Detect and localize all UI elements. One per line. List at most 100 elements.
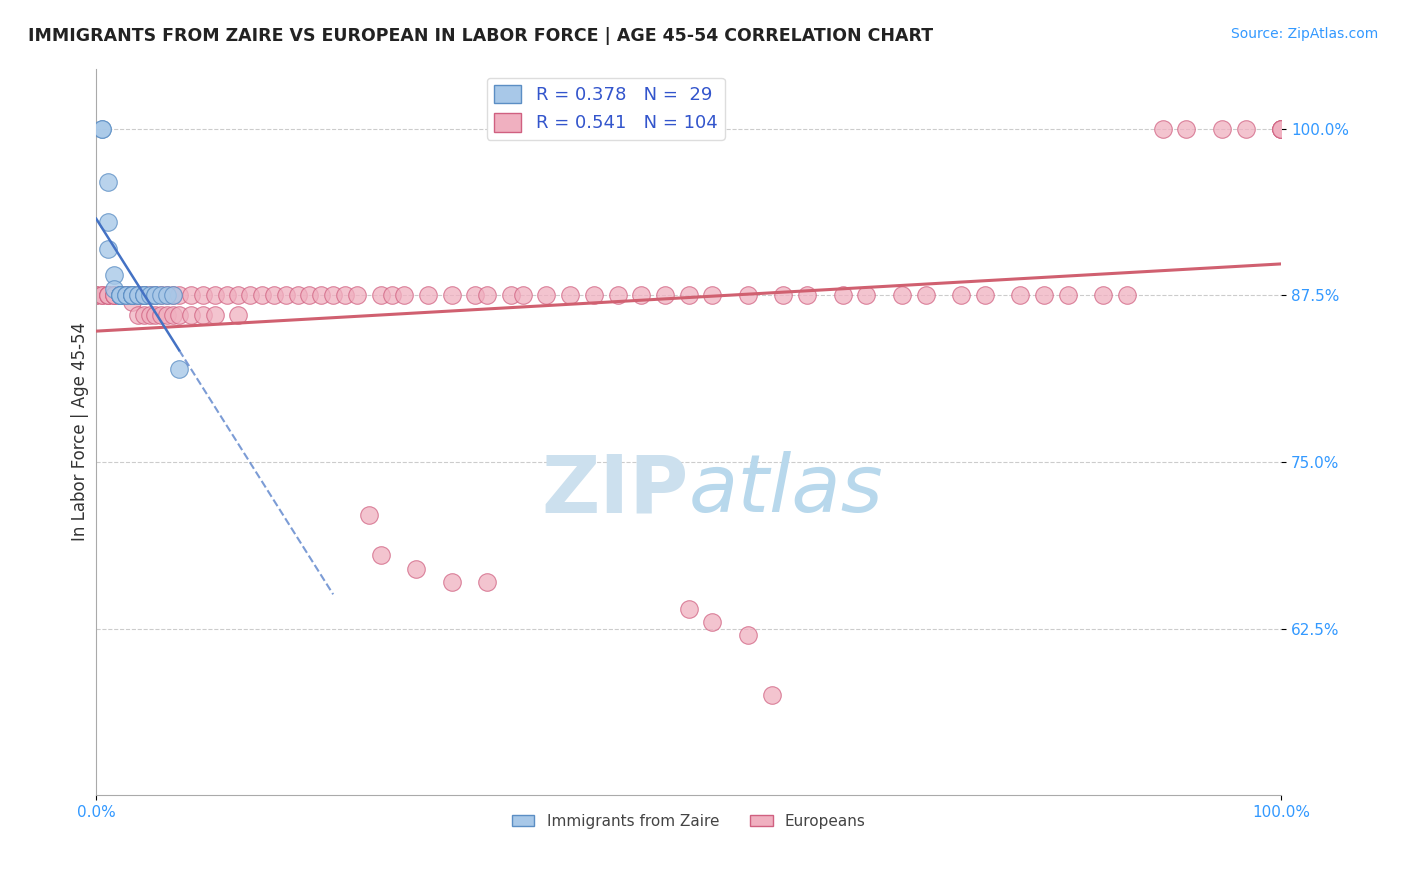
Point — [145, 308, 167, 322]
Point — [228, 288, 250, 302]
Point — [138, 288, 160, 302]
Point — [702, 615, 724, 629]
Point — [346, 288, 368, 302]
Point — [132, 288, 155, 302]
Point — [370, 549, 392, 563]
Point — [1270, 121, 1292, 136]
Point — [162, 308, 184, 322]
Point — [145, 288, 167, 302]
Point — [536, 288, 558, 302]
Point — [1152, 121, 1174, 136]
Point — [97, 288, 120, 302]
Point — [737, 628, 759, 642]
Point — [381, 288, 404, 302]
Point — [322, 288, 344, 302]
Point — [287, 288, 309, 302]
Point — [1175, 121, 1198, 136]
Point — [121, 288, 143, 302]
Point — [127, 288, 149, 302]
Legend: Immigrants from Zaire, Europeans: Immigrants from Zaire, Europeans — [505, 808, 872, 835]
Point — [855, 288, 877, 302]
Point — [263, 288, 285, 302]
Point — [138, 308, 160, 322]
Point — [97, 288, 120, 302]
Point — [973, 288, 995, 302]
Point — [156, 288, 179, 302]
Point — [103, 268, 125, 283]
Point — [91, 121, 114, 136]
Point — [180, 288, 202, 302]
Point — [167, 288, 190, 302]
Point — [121, 288, 143, 302]
Y-axis label: In Labor Force | Age 45-54: In Labor Force | Age 45-54 — [72, 322, 89, 541]
Point — [150, 288, 173, 302]
Point — [121, 288, 143, 302]
Point — [84, 288, 107, 302]
Point — [204, 308, 226, 322]
Point — [108, 288, 131, 302]
Point — [108, 288, 131, 302]
Point — [132, 308, 155, 322]
Point — [108, 288, 131, 302]
Point — [108, 288, 131, 302]
Point — [84, 288, 107, 302]
Point — [167, 308, 190, 322]
Point — [121, 294, 143, 309]
Point — [114, 288, 136, 302]
Point — [91, 288, 114, 302]
Point — [114, 288, 136, 302]
Point — [127, 288, 149, 302]
Point — [606, 288, 628, 302]
Point — [132, 288, 155, 302]
Point — [103, 288, 125, 302]
Point — [440, 574, 463, 589]
Point — [512, 288, 534, 302]
Point — [831, 288, 853, 302]
Point — [357, 508, 380, 523]
Point — [394, 288, 416, 302]
Point — [737, 288, 759, 302]
Point — [477, 574, 499, 589]
Point — [145, 288, 167, 302]
Point — [416, 288, 439, 302]
Point — [477, 288, 499, 302]
Point — [132, 288, 155, 302]
Point — [180, 308, 202, 322]
Point — [654, 288, 676, 302]
Point — [132, 288, 155, 302]
Point — [499, 288, 522, 302]
Point — [97, 175, 120, 189]
Text: IMMIGRANTS FROM ZAIRE VS EUROPEAN IN LABOR FORCE | AGE 45-54 CORRELATION CHART: IMMIGRANTS FROM ZAIRE VS EUROPEAN IN LAB… — [28, 27, 934, 45]
Point — [145, 288, 167, 302]
Point — [138, 288, 160, 302]
Point — [1211, 121, 1233, 136]
Point — [156, 308, 179, 322]
Point — [103, 288, 125, 302]
Point — [370, 288, 392, 302]
Point — [761, 689, 783, 703]
Point — [1116, 288, 1139, 302]
Point — [91, 121, 114, 136]
Point — [560, 288, 582, 302]
Point — [167, 361, 190, 376]
Point — [333, 288, 356, 302]
Point — [132, 288, 155, 302]
Point — [191, 308, 214, 322]
Point — [1234, 121, 1257, 136]
Point — [103, 288, 125, 302]
Point — [97, 288, 120, 302]
Point — [150, 308, 173, 322]
Point — [678, 288, 700, 302]
Point — [108, 288, 131, 302]
Point — [114, 288, 136, 302]
Point — [405, 562, 427, 576]
Point — [274, 288, 297, 302]
Point — [1270, 121, 1292, 136]
Point — [1270, 121, 1292, 136]
Point — [91, 288, 114, 302]
Point — [250, 288, 273, 302]
Point — [191, 288, 214, 302]
Text: Source: ZipAtlas.com: Source: ZipAtlas.com — [1230, 27, 1378, 41]
Point — [582, 288, 605, 302]
Point — [678, 601, 700, 615]
